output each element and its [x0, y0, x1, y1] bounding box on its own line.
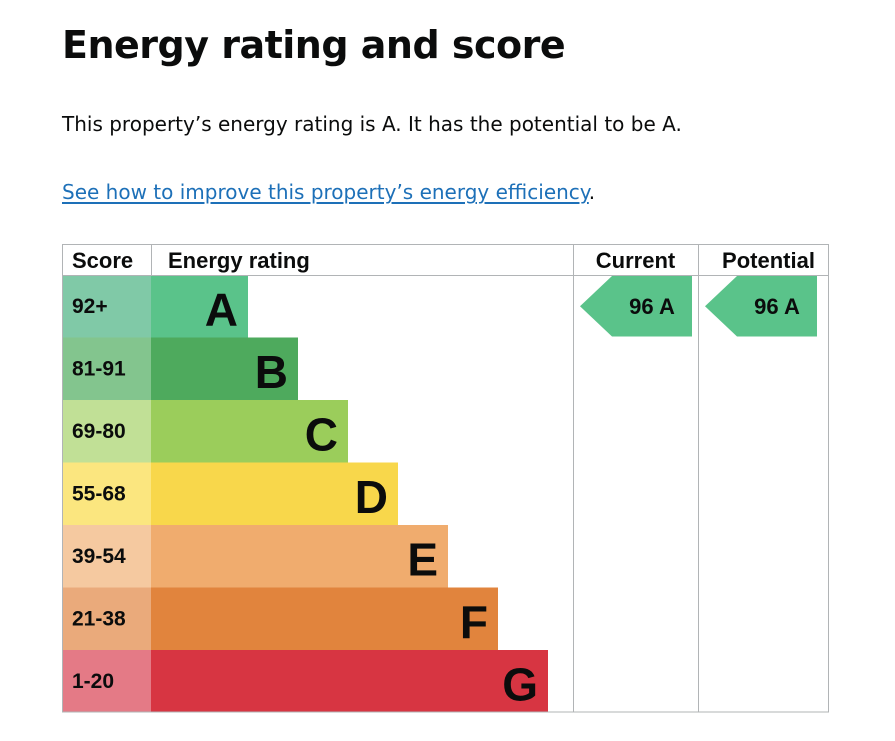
rating-bar-a [151, 275, 248, 338]
rating-bar-c [151, 400, 348, 463]
rating-letter-a: A [205, 283, 238, 335]
score-cell-d [62, 462, 151, 525]
score-range-d: 55-68 [72, 482, 126, 505]
rating-bar-g [151, 650, 548, 713]
rating-bar-d [151, 462, 398, 525]
score-range-f: 21-38 [72, 607, 126, 630]
header-current: Current [596, 248, 676, 273]
rating-letter-d: D [355, 471, 388, 523]
page-title: Energy rating and score [62, 23, 566, 67]
score-cell-b [62, 337, 151, 400]
score-range-a: 92+ [72, 295, 108, 318]
improve-link-period: . [588, 180, 596, 204]
rating-letter-f: F [460, 596, 488, 648]
improve-link-line: See how to improve this property’s energ… [62, 178, 595, 206]
current-rating-arrow [580, 276, 692, 337]
rating-bar-f [151, 587, 498, 650]
rating-letter-e: E [407, 533, 438, 585]
potential-rating-label: 96 A [754, 294, 800, 319]
rating-summary: This property’s energy rating is A. It h… [62, 112, 682, 136]
rating-letter-b: B [255, 346, 288, 398]
score-cell-f [62, 587, 151, 650]
score-range-c: 69-80 [72, 420, 126, 443]
rating-bar-b [151, 337, 298, 400]
score-cell-c [62, 400, 151, 463]
current-rating-label: 96 A [629, 294, 675, 319]
score-cell-a [62, 275, 151, 338]
rating-letter-c: C [305, 408, 338, 460]
rating-letter-g: G [502, 658, 538, 710]
rating-bar-e [151, 525, 448, 588]
score-cell-e [62, 525, 151, 588]
header-score: Score [72, 248, 133, 273]
score-cell-g [62, 650, 151, 713]
header-energy-rating: Energy rating [168, 248, 310, 273]
header-potential: Potential [722, 248, 815, 273]
score-range-e: 39-54 [72, 545, 126, 568]
potential-rating-arrow [705, 276, 817, 337]
score-range-g: 1-20 [72, 670, 114, 693]
improve-efficiency-link[interactable]: See how to improve this property’s energ… [62, 180, 589, 204]
score-range-b: 81-91 [72, 357, 126, 380]
